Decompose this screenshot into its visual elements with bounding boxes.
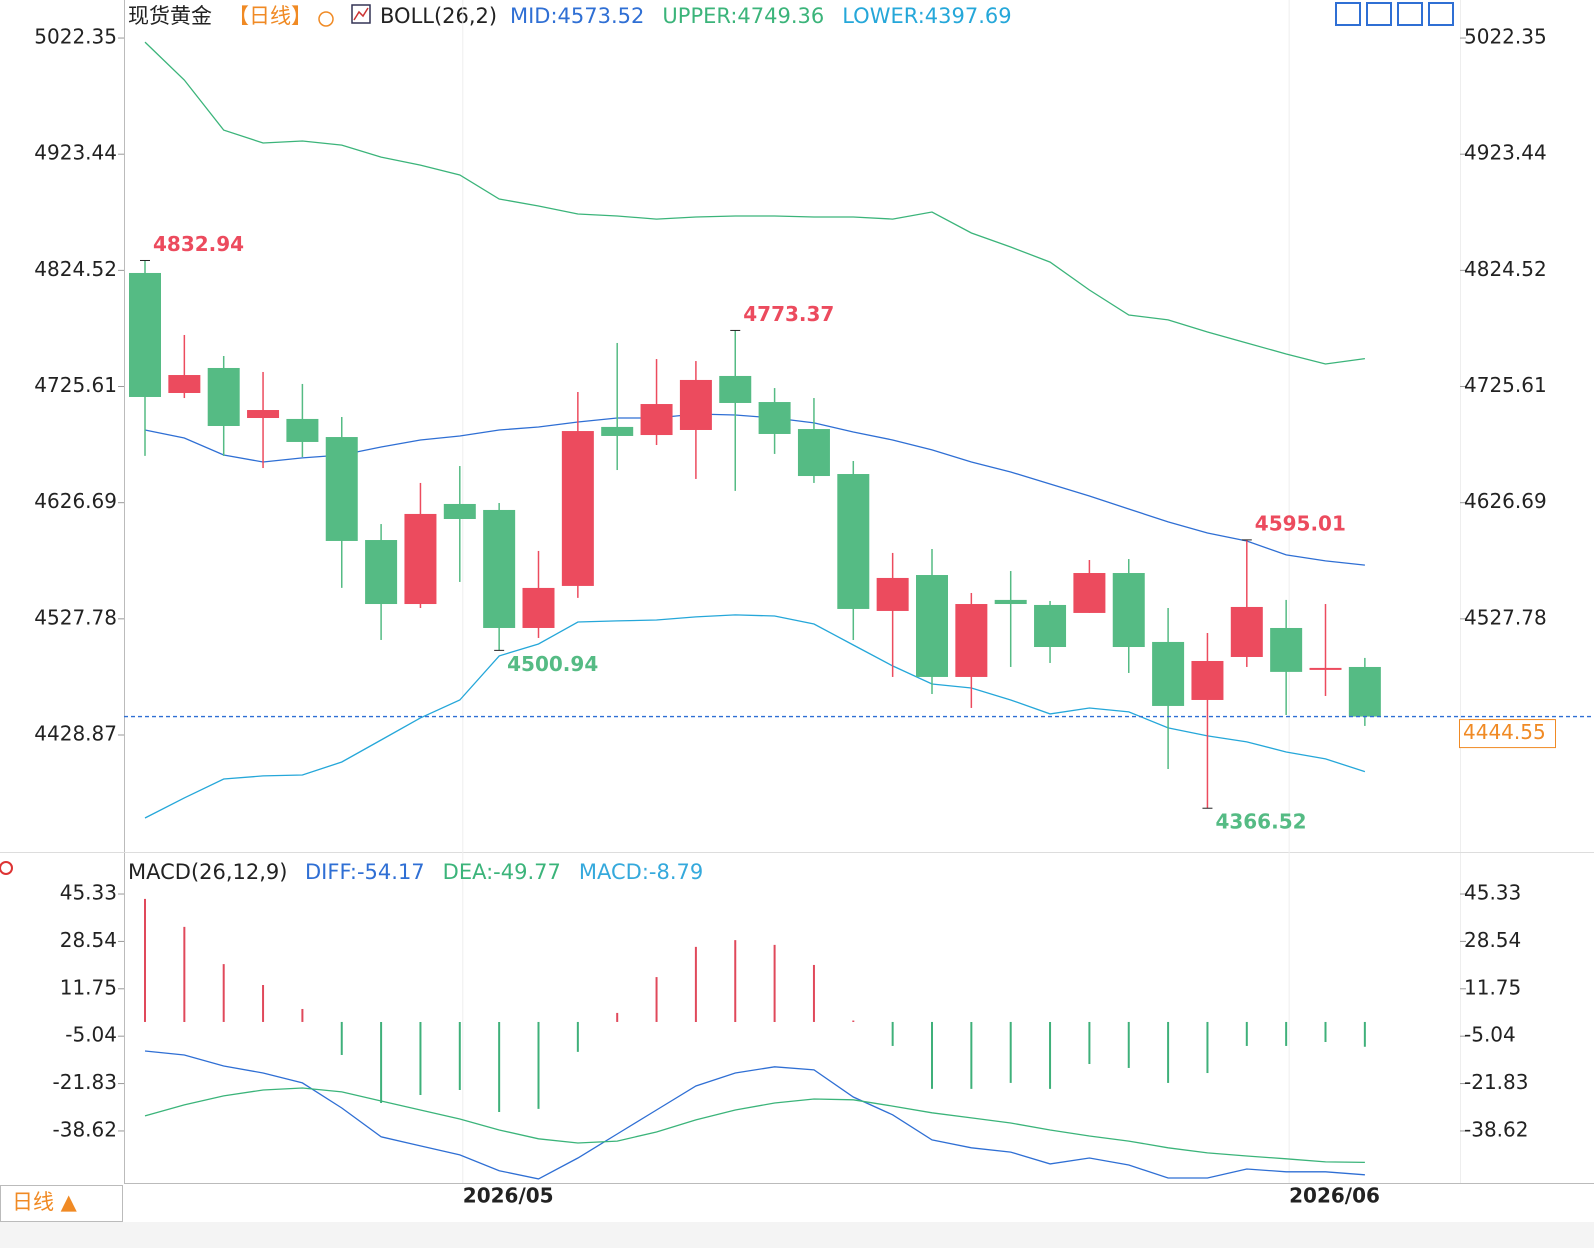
candle-body (1270, 627, 1303, 672)
candle-body (1348, 666, 1381, 717)
candle-body (1034, 604, 1067, 648)
y-tick-label: 45.33 (60, 881, 117, 905)
low-label: 4366.52 (1215, 810, 1306, 834)
instrument-title: 现货黄金 (128, 4, 212, 28)
y-tick-label: 4923.44 (1464, 141, 1547, 165)
macd-title: MACD(26,12,9) (128, 860, 288, 884)
y-tick-label: 11.75 (60, 975, 117, 999)
candle-body (994, 599, 1027, 605)
y-tick-label: -21.83 (53, 1070, 117, 1094)
y-tick-label: 28.54 (1464, 928, 1521, 952)
x-tick-label: 2026/06 (1289, 1184, 1380, 1208)
macd-line (144, 1050, 1365, 1180)
tool-button[interactable] (1335, 2, 1361, 26)
macd-line (144, 1087, 1365, 1164)
y-tick-label: -5.04 (1464, 1023, 1516, 1047)
y-tick-label: 4527.78 (1464, 605, 1547, 629)
candle-body (719, 375, 752, 403)
x-tick-label: 2026/05 (463, 1184, 554, 1208)
candle-body (168, 375, 201, 393)
y-tick-label: 4626.69 (34, 489, 117, 513)
period-label: 【日线】 (228, 4, 312, 28)
candle-body (207, 367, 240, 426)
candle-body (640, 404, 673, 436)
legend-entry: LOWER:4397.69 (842, 4, 1011, 28)
y-tick-label: 45.33 (1464, 881, 1521, 905)
candle-body (404, 513, 437, 605)
candle-body (1309, 667, 1342, 670)
boll-line (144, 41, 1365, 365)
boll-line (144, 614, 1366, 819)
candle-body (1152, 641, 1185, 706)
candle-body (1112, 573, 1145, 648)
y-tick-label: -38.62 (53, 1117, 117, 1141)
candle-body (601, 426, 634, 436)
tool-button[interactable] (1397, 2, 1423, 26)
toolbar (1335, 2, 1454, 26)
bottom-tabs (0, 1222, 1594, 1248)
tool-button[interactable] (1366, 2, 1392, 26)
low-label: 4500.94 (507, 652, 598, 676)
y-tick-label: 28.54 (60, 928, 117, 952)
tool-button[interactable] (1428, 2, 1454, 26)
y-tick-label: 5022.35 (34, 25, 117, 49)
y-tick-label: 4824.52 (1464, 257, 1547, 281)
candle-body (679, 379, 712, 430)
indicator-icon[interactable] (351, 4, 371, 24)
y-tick-label: 4725.61 (34, 373, 117, 397)
y-tick-label: 4923.44 (34, 141, 117, 165)
candle-body (758, 402, 791, 434)
legend-entry: DIFF:-54.17 (305, 860, 425, 884)
legend-entry: UPPER:4749.36 (662, 4, 824, 28)
y-tick-label: 4824.52 (34, 257, 117, 281)
panel-icon[interactable] (0, 861, 13, 875)
candle-body (1191, 660, 1224, 700)
high-label: 4773.37 (743, 302, 834, 326)
y-tick-label: -5.04 (65, 1023, 117, 1047)
y-tick-label: 11.75 (1464, 975, 1521, 999)
candle-body (837, 474, 870, 609)
candle-body (955, 604, 988, 677)
legend-entry: MID:4573.52 (510, 4, 644, 28)
y-tick-label: -38.62 (1464, 1117, 1528, 1141)
candle-body (286, 418, 319, 442)
candle-body (325, 437, 358, 541)
candle-body (797, 429, 830, 477)
y-tick-label: 4626.69 (1464, 489, 1547, 513)
high-label: 4832.94 (153, 232, 244, 256)
last-price-box (1459, 719, 1556, 749)
candle-body (916, 575, 948, 677)
y-tick-label: 4527.78 (34, 605, 117, 629)
legend-entry: DEA:-49.77 (443, 860, 561, 884)
candle-body (365, 540, 398, 605)
candle-body (483, 509, 516, 628)
candle-body (1230, 606, 1263, 657)
y-tick-label: 4725.61 (1464, 373, 1547, 397)
last-price-label: 4444.55 (1463, 720, 1546, 744)
indicator-icon-line (353, 7, 369, 21)
candle-body (443, 503, 476, 519)
y-tick-label: -21.83 (1464, 1070, 1528, 1094)
settings-icon[interactable] (318, 11, 334, 27)
candle-body (1073, 573, 1106, 613)
period-tab[interactable] (0, 1185, 123, 1222)
indicator-name: BOLL(26,2) (380, 4, 497, 28)
candle-body (247, 410, 280, 419)
period-tab-label: 日线 ▲ (12, 1190, 78, 1214)
y-tick-label: 5022.35 (1464, 25, 1547, 49)
candle-body (522, 587, 555, 628)
legend-entry: MACD:-8.79 (579, 860, 703, 884)
y-tick-label: 4428.87 (34, 721, 117, 745)
candle-body (876, 577, 909, 611)
candle-body (129, 272, 161, 397)
candle-body (561, 431, 594, 586)
high-label: 4595.01 (1255, 511, 1346, 535)
